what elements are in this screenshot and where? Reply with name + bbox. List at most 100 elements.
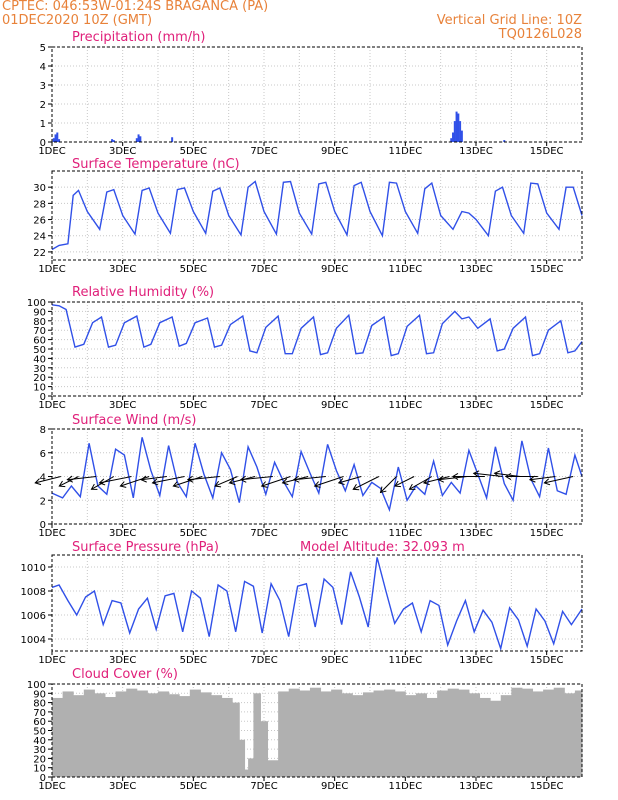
x-tick-label: 15DEC xyxy=(530,264,564,275)
x-tick-label: 1DEC xyxy=(38,146,65,157)
precip-bar xyxy=(52,138,55,142)
precip-bar xyxy=(450,138,453,142)
x-tick-label: 5DEC xyxy=(180,264,207,275)
x-tick-label: 3DEC xyxy=(109,528,136,539)
cloud-bar xyxy=(521,688,534,777)
panel-frame xyxy=(51,428,583,525)
wind-arrowhead xyxy=(140,475,147,483)
x-tick-label: 1DEC xyxy=(38,528,65,539)
wind-vector xyxy=(353,476,380,490)
series-line xyxy=(51,557,583,652)
y-tick-label: 10 xyxy=(33,764,46,775)
x-tick-label: 11DEC xyxy=(388,264,422,275)
precip-bar xyxy=(56,132,59,142)
cloud-bar xyxy=(179,696,191,777)
wind-vector xyxy=(173,476,203,487)
y-tick-label: 20 xyxy=(33,373,46,384)
y-tick-label: 1004 xyxy=(21,635,46,646)
wind-vector xyxy=(120,476,150,487)
series-line xyxy=(51,437,583,513)
x-tick-label: 7DEC xyxy=(250,781,277,792)
cloud-bar xyxy=(136,690,148,777)
wind-arrowhead xyxy=(90,483,98,490)
wind-vector xyxy=(438,476,468,481)
cloud-bar xyxy=(147,693,159,777)
panel-title: Surface Temperature (nC) xyxy=(72,157,240,172)
y-tick-label: 30 xyxy=(33,183,46,194)
precip-bar xyxy=(112,140,115,142)
x-tick-label: 1DEC xyxy=(38,264,65,275)
x-tick-label: 3DEC xyxy=(109,264,136,275)
cloud-bar xyxy=(532,691,544,777)
precip-bar xyxy=(460,130,463,142)
x-tick-label: 1DEC xyxy=(38,400,65,411)
wind-vector xyxy=(141,476,167,481)
y-tick-label: 90 xyxy=(33,307,46,318)
wind-vector xyxy=(99,476,132,484)
x-tick-label: 9DEC xyxy=(321,781,348,792)
y-tick-label: 80 xyxy=(33,317,46,328)
x-tick-label: 13DEC xyxy=(459,528,493,539)
x-tick-label: 7DEC xyxy=(250,528,277,539)
precip-bar xyxy=(139,136,142,142)
y-tick-label: 1010 xyxy=(21,563,46,574)
x-tick-label: 5DEC xyxy=(180,146,207,157)
cloud-bar xyxy=(511,687,523,777)
wind-vector xyxy=(394,476,415,487)
x-tick-label: 1DEC xyxy=(38,655,65,666)
cloud-bar xyxy=(564,693,576,777)
station-info: CPTEC: 046:53W-01:24S BRAGANCA (PA) xyxy=(2,0,269,14)
wind-vector xyxy=(423,476,450,484)
cloud-bar xyxy=(239,739,246,777)
wind-arrowhead xyxy=(394,480,401,488)
cloud-bar xyxy=(189,689,201,777)
cloud-bar xyxy=(126,688,138,777)
cloud-bar xyxy=(553,687,565,777)
panel-annotation: Model Altitude: 32.093 m xyxy=(300,540,465,555)
wind-arrowhead xyxy=(493,470,501,478)
y-tick-label: 2 xyxy=(40,100,46,111)
wind-arrowhead xyxy=(34,478,42,486)
wind-arrowhead xyxy=(422,478,430,486)
y-tick-label: 30 xyxy=(33,745,46,756)
x-tick-label: 11DEC xyxy=(388,781,422,792)
wind-vector xyxy=(314,476,344,487)
cloud-bar xyxy=(278,691,290,777)
wind-vector xyxy=(544,476,574,484)
wind-vector xyxy=(214,476,238,487)
cloud-bar xyxy=(415,693,428,777)
x-tick-label: 11DEC xyxy=(388,400,422,411)
wind-arrowhead xyxy=(451,472,459,481)
wind-arrowhead xyxy=(543,478,551,486)
y-tick-label: 2 xyxy=(40,496,46,507)
grid-note: Vertical Grid Line: 10Z xyxy=(436,13,582,28)
x-tick-label: 15DEC xyxy=(530,781,564,792)
y-tick-label: 70 xyxy=(33,326,46,337)
cloud-bar xyxy=(352,695,364,777)
cloud-bar xyxy=(168,694,180,777)
wind-arrowhead xyxy=(58,480,66,488)
y-tick-label: 40 xyxy=(33,736,46,747)
precip-bar xyxy=(58,139,61,142)
cloud-bar xyxy=(62,691,74,777)
cloud-bar xyxy=(362,692,375,777)
cloud-bar xyxy=(574,690,583,777)
y-tick-label: 8 xyxy=(40,425,46,436)
y-tick-label: 50 xyxy=(33,727,46,738)
y-tick-label: 40 xyxy=(33,354,46,365)
wind-arrowhead xyxy=(151,478,159,486)
wind-vector xyxy=(59,476,79,487)
x-tick-label: 15DEC xyxy=(530,655,564,666)
y-tick-label: 28 xyxy=(33,199,46,210)
x-tick-label: 7DEC xyxy=(250,400,277,411)
precip-bar xyxy=(503,140,506,142)
panel-title: Cloud Cover (%) xyxy=(72,667,178,682)
wind-vector xyxy=(261,476,291,487)
wind-arrowhead xyxy=(228,478,236,486)
precip-bar xyxy=(459,121,462,142)
y-tick-label: 100 xyxy=(27,680,46,691)
precip-bar xyxy=(137,134,140,142)
run-datetime: 01DEC2020 10Z (GMT) xyxy=(2,13,153,28)
cloud-bar xyxy=(299,690,311,777)
